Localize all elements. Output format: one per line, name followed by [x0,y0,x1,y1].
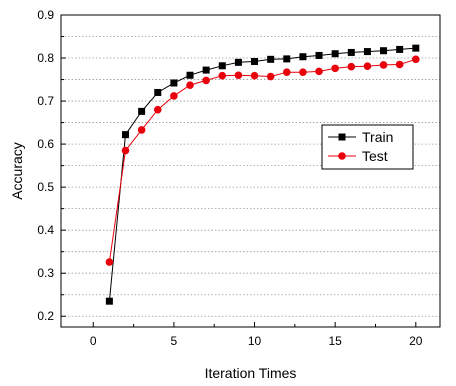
y-tick-label: 0.9 [37,8,54,22]
train-point [138,107,146,115]
test-point [379,61,388,69]
train-point [234,58,242,66]
train-point [315,51,323,59]
train-point [363,48,371,56]
train-point [154,88,162,96]
test-point [137,126,146,134]
train-point [380,47,388,55]
train-point [218,62,226,70]
test-point [395,60,404,69]
test-legend-marker [338,152,346,160]
train-point [186,71,194,79]
test-point [266,72,275,81]
test-point [412,55,420,64]
train-point [267,55,275,63]
data-series [105,44,420,305]
test-point [299,68,307,77]
train-point [283,55,291,63]
train-point [170,79,178,87]
test-point [170,92,178,100]
legend-box [321,124,414,170]
x-tick-label: 20 [409,334,423,348]
y-tick-label: 0.3 [37,266,54,280]
train-point [251,57,259,65]
test-point [234,71,243,80]
test-point [282,68,291,77]
y-tick-label: 0.5 [37,180,54,194]
train-point [396,45,404,53]
train-legend-marker [338,133,346,141]
legend: Train Test [321,124,414,170]
test-point [250,71,259,80]
train-legend-label: Train [362,129,393,145]
grid-lines [61,36,440,317]
test-point [218,71,227,80]
train-point [299,53,307,61]
test-point [315,67,323,76]
test-point [121,146,130,155]
test-point [347,62,356,71]
train-point [202,66,210,74]
test-point [153,105,162,114]
y-tick-label: 0.7 [37,94,54,108]
test-point [186,81,194,89]
plot-frame [60,14,441,328]
x-tick-label: 0 [90,334,97,348]
axes: 0.2 0.3 0.4 0.5 0.6 0.7 0.8 0.9 0 5 10 15 20 [37,8,422,348]
train-point [331,50,339,58]
x-tick-label: 15 [328,334,342,348]
train-point [122,131,130,139]
train-point [412,44,420,52]
train-series-line [108,47,416,302]
y-tick-label: 0.2 [37,309,54,323]
x-tick-label: 10 [248,334,262,348]
x-tick-label: 5 [171,334,178,348]
test-point [202,76,210,85]
test-point [363,62,372,71]
y-tick-label: 0.4 [37,223,54,237]
train-point [347,48,355,56]
y-tick-label: 0.8 [37,51,54,65]
test-point [331,64,339,73]
test-point [105,258,114,266]
x-axis-title: Iteration Times [205,365,297,381]
test-legend-label: Test [362,148,388,164]
train-point [105,297,113,305]
y-axis-title: Accuracy [9,142,25,200]
y-tick-label: 0.6 [37,137,54,151]
